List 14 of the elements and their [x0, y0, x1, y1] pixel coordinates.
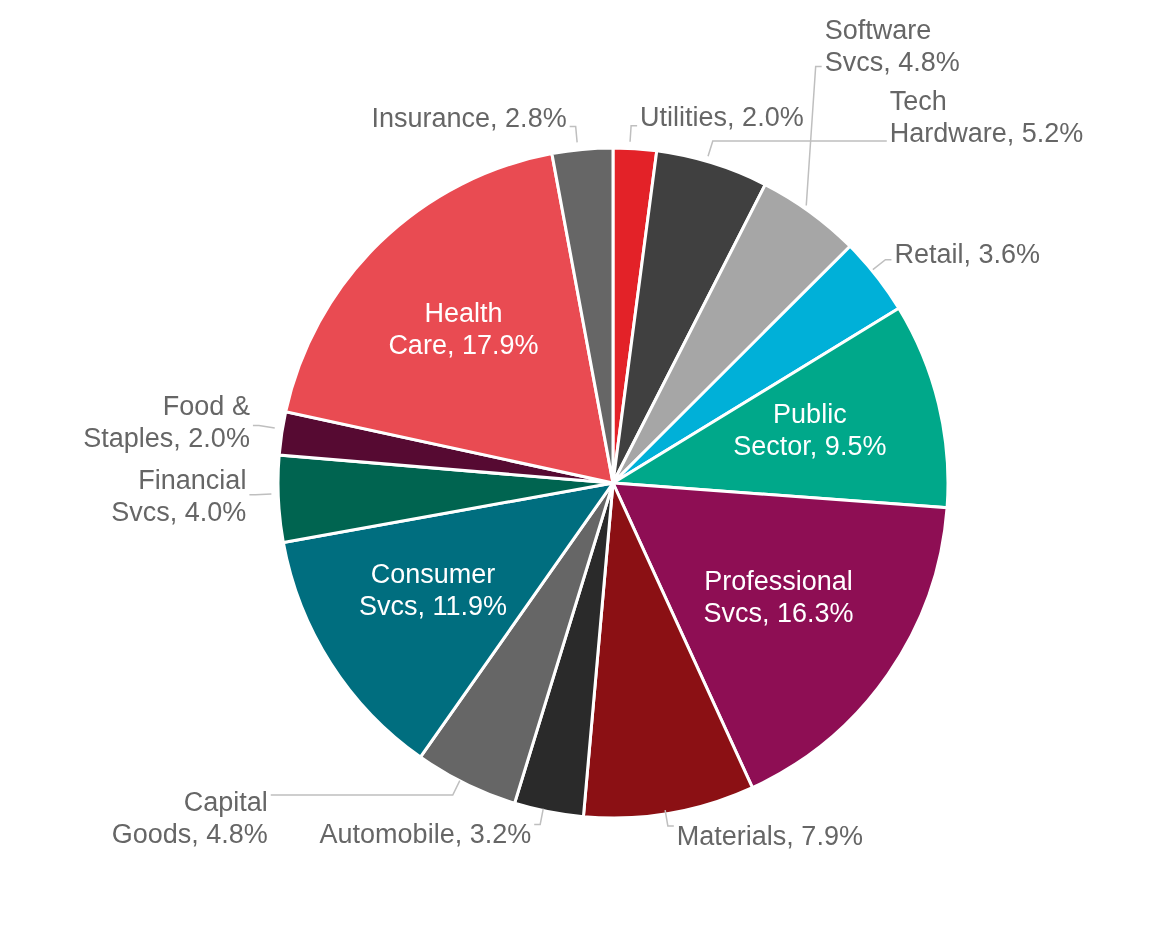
slice-label: Utilities, 2.0%: [640, 101, 804, 132]
slice-label: Automobile, 3.2%: [319, 819, 532, 850]
slice-label: Retail, 3.6%: [894, 239, 1040, 270]
slice-label: Health Care, 17.9%: [388, 298, 539, 361]
slice-label: Capital Goods, 4.8%: [111, 787, 268, 850]
slice-label: Materials, 7.9%: [676, 820, 863, 851]
slice-label: Professional Svcs, 16.3%: [703, 566, 854, 629]
slice-label: Food & Staples, 2.0%: [83, 391, 250, 454]
slice-label: Tech Hardware, 5.2%: [889, 86, 1084, 149]
slice-label: Public Sector, 9.5%: [733, 398, 887, 461]
slice-label: Financial Svcs, 4.0%: [111, 465, 247, 528]
slice-label: Software Svcs, 4.8%: [824, 15, 960, 78]
slice-label: Insurance, 2.8%: [371, 102, 567, 133]
slice-label: Consumer Svcs, 11.9%: [358, 559, 507, 622]
